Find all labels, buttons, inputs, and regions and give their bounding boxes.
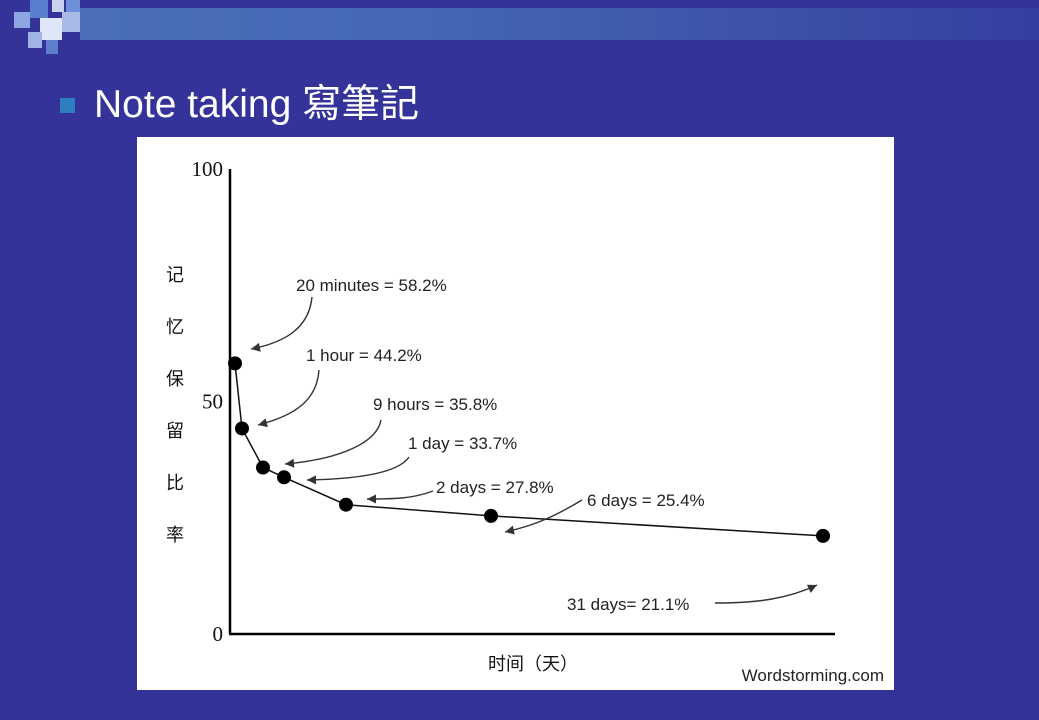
data-point [484, 508, 498, 523]
annotation-arrow [306, 456, 410, 481]
corner-square-2 [52, 0, 64, 12]
corner-square-7 [28, 32, 42, 48]
arrowhead-icon [285, 458, 295, 468]
y-axis-label-char: 比 [166, 473, 184, 494]
slide-title: Note taking 寫筆記 [94, 83, 420, 126]
watermark: Wordstorming.com [742, 666, 884, 685]
annotation-arrow [504, 499, 583, 533]
data-point [256, 460, 270, 475]
arrowhead-icon [367, 494, 376, 504]
y-axis-label-char: 留 [166, 421, 184, 442]
y-tick-label: 0 [213, 622, 224, 646]
title-row: Note taking 寫筆記 [60, 80, 419, 130]
axes [228, 169, 835, 636]
data-label: 1 hour = 44.2% [306, 346, 422, 365]
y-axis-label-char: 忆 [166, 317, 184, 338]
data-point [228, 356, 242, 371]
arrowhead-icon [806, 584, 817, 593]
header-band [80, 8, 1039, 40]
y-axis-label-char: 保 [166, 369, 184, 390]
y-tick-label: 100 [192, 157, 224, 181]
data-point [235, 421, 249, 436]
corner-square-1 [30, 0, 48, 18]
arrowhead-icon [258, 418, 268, 428]
annotation-arrow [366, 490, 434, 500]
corner-square-8 [46, 40, 58, 54]
data-label: 2 days = 27.8% [436, 478, 554, 497]
data-point [339, 497, 353, 512]
arrowhead-icon [307, 475, 317, 485]
data-label: 20 minutes = 58.2% [296, 276, 447, 295]
annotation-arrow [250, 296, 313, 350]
data-labels: 20 minutes = 58.2% 1 hour = 44.2% 9 hours … [296, 276, 705, 614]
arrowhead-icon [505, 525, 515, 535]
corner-square-5 [40, 18, 62, 40]
data-label: 6 days = 25.4% [587, 491, 705, 510]
arrowhead-icon [251, 342, 261, 352]
corner-square-3 [66, 0, 80, 14]
annotation-arrow [714, 584, 818, 604]
data-label: 9 hours = 35.8% [373, 395, 497, 414]
corner-square-4 [14, 12, 30, 28]
chart-panel: 100 50 0 记忆保留比率 时间（天） 20 minutes = 58.2% 1 … [137, 137, 894, 690]
data-label: 1 day = 33.7% [408, 434, 517, 453]
data-point [816, 528, 830, 543]
data-points [228, 356, 830, 543]
y-tick-labels: 100 50 0 [192, 157, 224, 646]
y-axis-label-char: 率 [166, 525, 184, 546]
x-axis-label: 时间（天） [488, 654, 578, 675]
retention-curve [234, 363, 824, 537]
corner-square-6 [62, 12, 80, 32]
annotation-arrow [257, 369, 320, 426]
bullet-square-icon [60, 97, 75, 113]
data-label: 31 days= 21.1% [567, 595, 689, 614]
annotation-arrow [284, 419, 382, 465]
y-axis-label-char: 记 [166, 265, 184, 286]
y-tick-label: 50 [202, 390, 223, 414]
data-point [277, 470, 291, 485]
annotation-arrows [250, 296, 818, 604]
